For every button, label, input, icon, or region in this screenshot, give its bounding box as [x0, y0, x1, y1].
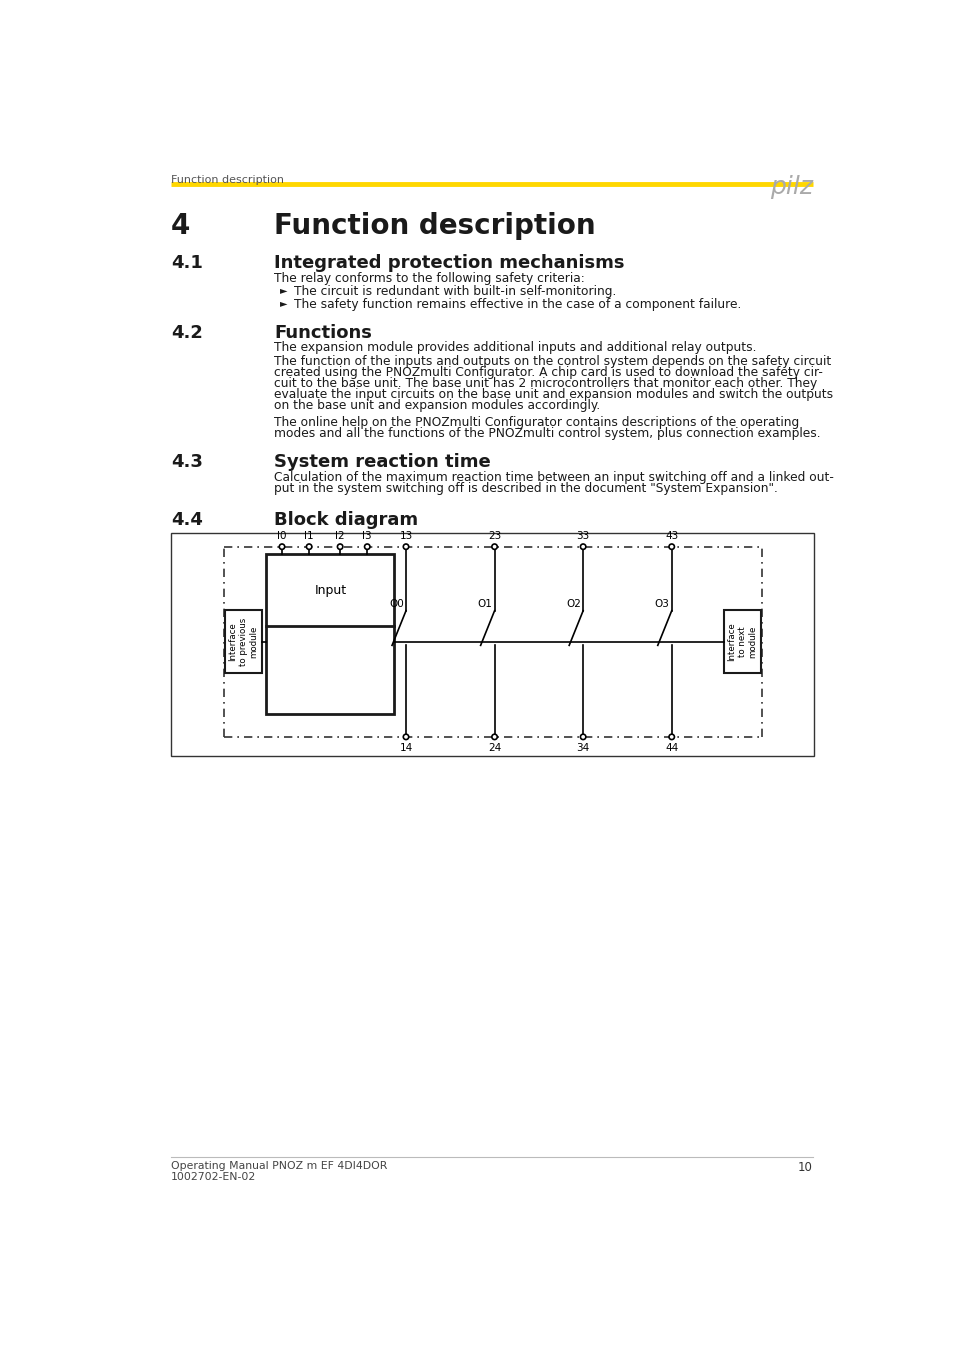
Bar: [266, 555, 394, 714]
Text: The relay conforms to the following safety criteria:: The relay conforms to the following safe…: [274, 273, 584, 285]
Text: O3: O3: [654, 599, 669, 609]
Text: 4.3: 4.3: [171, 454, 203, 471]
Circle shape: [337, 544, 342, 549]
Text: cuit to the base unit. The base unit has 2 microcontrollers that monitor each ot: cuit to the base unit. The base unit has…: [274, 377, 817, 390]
Text: 34: 34: [576, 743, 589, 753]
Text: The function of the inputs and outputs on the control system depends on the safe: The function of the inputs and outputs o…: [274, 355, 831, 369]
Text: 44: 44: [664, 743, 678, 753]
Text: modes and all the functions of the PNOZmulti control system, plus connection exa: modes and all the functions of the PNOZm…: [274, 427, 820, 440]
Text: 13: 13: [399, 531, 413, 540]
Text: Function description: Function description: [274, 212, 596, 240]
Circle shape: [306, 544, 312, 549]
Text: The expansion module provides additional inputs and additional relay outputs.: The expansion module provides additional…: [274, 342, 756, 355]
Text: Calculation of the maximum reaction time between an input switching off and a li: Calculation of the maximum reaction time…: [274, 471, 833, 485]
Bar: [723, 610, 760, 674]
Text: I0: I0: [277, 531, 287, 540]
Text: O2: O2: [565, 599, 580, 609]
Text: Block diagram: Block diagram: [274, 512, 418, 529]
Text: ►: ►: [280, 298, 288, 308]
Text: 4.1: 4.1: [171, 254, 203, 273]
Text: ►: ►: [280, 285, 288, 296]
Text: 14: 14: [399, 743, 413, 753]
Text: O0: O0: [389, 599, 403, 609]
Bar: [224, 610, 261, 674]
Text: Interface
to next
module: Interface to next module: [727, 622, 757, 662]
Text: 1002702-EN-02: 1002702-EN-02: [171, 1172, 256, 1183]
Text: Interface
to previous
module: Interface to previous module: [228, 618, 258, 666]
Text: on the base unit and expansion modules accordingly.: on the base unit and expansion modules a…: [274, 400, 599, 412]
Text: The safety function remains effective in the case of a component failure.: The safety function remains effective in…: [294, 298, 740, 312]
Text: Operating Manual PNOZ m EF 4DI4DOR: Operating Manual PNOZ m EF 4DI4DOR: [171, 1161, 387, 1172]
Circle shape: [492, 734, 497, 740]
Text: created using the PNOZmulti Configurator. A chip card is used to download the sa: created using the PNOZmulti Configurator…: [274, 366, 822, 379]
Text: I3: I3: [362, 531, 372, 540]
Text: I2: I2: [335, 531, 345, 540]
Circle shape: [403, 734, 408, 740]
Text: Function description: Function description: [171, 176, 284, 185]
Text: put in the system switching off is described in the document "System Expansion".: put in the system switching off is descr…: [274, 482, 778, 495]
Text: I1: I1: [304, 531, 314, 540]
Circle shape: [364, 544, 370, 549]
Text: 23: 23: [487, 531, 500, 540]
Text: Integrated protection mechanisms: Integrated protection mechanisms: [274, 254, 624, 273]
Text: evaluate the input circuits on the base unit and expansion modules and switch th: evaluate the input circuits on the base …: [274, 387, 833, 401]
Circle shape: [579, 734, 585, 740]
Bar: [171, 533, 814, 756]
Text: 33: 33: [576, 531, 589, 540]
Circle shape: [579, 544, 585, 549]
Text: System reaction time: System reaction time: [274, 454, 491, 471]
Text: 10: 10: [797, 1161, 812, 1174]
Text: 43: 43: [664, 531, 678, 540]
Text: pilz: pilz: [769, 176, 812, 198]
Text: 4.2: 4.2: [171, 324, 203, 342]
Circle shape: [668, 734, 674, 740]
Text: 4: 4: [171, 212, 191, 240]
Circle shape: [403, 544, 408, 549]
Circle shape: [279, 544, 284, 549]
Text: Input: Input: [314, 583, 346, 597]
Text: The circuit is redundant with built-in self-monitoring.: The circuit is redundant with built-in s…: [294, 285, 616, 298]
Circle shape: [668, 544, 674, 549]
Text: 24: 24: [487, 743, 500, 753]
Text: O1: O1: [476, 599, 492, 609]
Text: Functions: Functions: [274, 324, 372, 342]
Circle shape: [492, 544, 497, 549]
Text: The online help on the PNOZmulti Configurator contains descriptions of the opera: The online help on the PNOZmulti Configu…: [274, 416, 799, 429]
Text: 4.4: 4.4: [171, 512, 203, 529]
